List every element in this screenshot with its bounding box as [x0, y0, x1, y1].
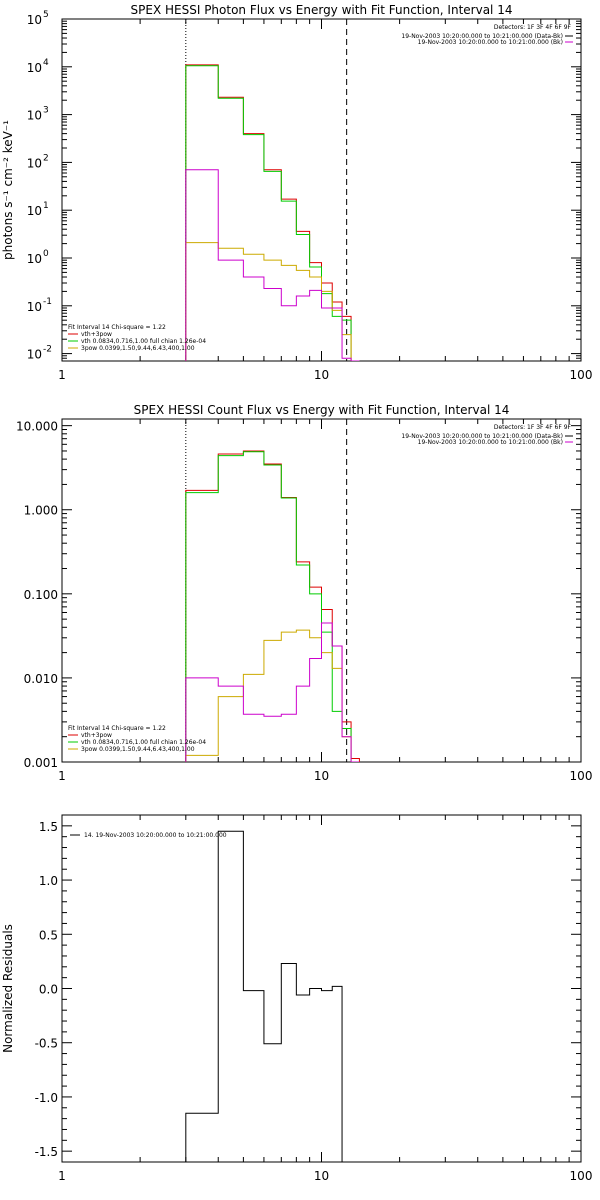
count-flux-chart: SPEX HESSI Count Flux vs Energy with Fit… — [16, 403, 592, 783]
legend-entry-label: 19-Nov-2003 10:20:00.000 to 10:21:00.000… — [418, 439, 563, 446]
series-vth-line — [185, 451, 360, 762]
y-tick-exponent: 3 — [43, 106, 49, 116]
series-14-19-nov-2003-10-20-00-000-to-10-21-00-000-line — [185, 830, 343, 1162]
y-axis-label: photons s⁻¹ cm⁻² keV⁻¹ — [1, 120, 15, 260]
y-tick-exponent: 1 — [43, 201, 49, 211]
x-tick-label: 100 — [570, 1169, 593, 1183]
y-tick-label: -1.5 — [35, 1145, 58, 1159]
series-vth-3pow-line — [185, 450, 360, 762]
y-tick-label: -1.0 — [35, 1091, 58, 1105]
y-tick-label: 1.000 — [24, 504, 58, 518]
legend-entry-label: 19-Nov-2003 10:20:00.000 to 10:21:00.000… — [418, 39, 563, 46]
y-tick-exponent: 2 — [43, 153, 49, 163]
y-tick-label: 10 — [27, 348, 42, 362]
y-tick-exponent: -1 — [43, 297, 52, 307]
y-tick-label: 0.0 — [39, 983, 58, 997]
y-tick-exponent: 5 — [43, 10, 49, 20]
residuals-chart: 1 10 100 1.5 1.0 0.5 0.0 -0.5 -1.0 -1.5 Normalized… — [1, 814, 593, 1183]
fit-legend-header: Fit Interval 14 Chi-square = 1.22 — [68, 725, 166, 732]
y-tick-label: 10 — [27, 61, 42, 75]
fit-legend-header: Fit Interval 14 Chi-square = 1.22 — [68, 324, 166, 331]
y-tick-label: 10 — [27, 156, 42, 170]
series-3pow-line — [185, 629, 360, 762]
x-tick-label: 1 — [58, 1169, 66, 1183]
y-tick-exponent: 0 — [43, 249, 49, 259]
y-tick-label: 0.100 — [24, 588, 58, 602]
x-tick-label: 100 — [570, 769, 593, 783]
fit-legend-entry: vth 0.0834,0.716,1.00 full chian 1.26e-0… — [81, 739, 206, 746]
fit-legend-entry: vth+3pow — [81, 331, 112, 338]
y-tick-exponent: 4 — [43, 58, 49, 68]
x-tick-label: 100 — [570, 368, 593, 382]
legend-entry-label: 19-Nov-2003 10:20:00.000 to 10:21:00.000… — [401, 433, 563, 440]
y-tick-label: 10 — [27, 252, 42, 266]
fit-legend-entry: 3pow 0.0399,1.50,9.44,6.43,400,1.00 — [81, 746, 195, 753]
chart-title: SPEX HESSI Count Flux vs Energy with Fit… — [134, 403, 510, 417]
y-tick-label: -0.5 — [35, 1037, 58, 1051]
y-tick-label: 0.5 — [39, 928, 58, 942]
y-tick-label: 10 — [27, 13, 42, 27]
detectors-label: Detectors: 1F 3F 4F 6F 9F — [494, 24, 572, 31]
y-tick-label: 0.001 — [24, 756, 58, 770]
y-tick-label: 10 — [27, 300, 42, 314]
plot-frame — [61, 18, 582, 362]
series-bk-line — [185, 622, 360, 762]
y-tick-label: 0.010 — [24, 672, 58, 686]
photon-flux-chart: SPEX HESSI Photon Flux vs Energy with Fi… — [1, 3, 592, 382]
y-tick-label: 1.0 — [39, 874, 58, 888]
series-vth-line — [185, 65, 360, 361]
y-tick-label: 1.5 — [39, 820, 58, 834]
x-tick-label: 1 — [58, 769, 66, 783]
chart-title: SPEX HESSI Photon Flux vs Energy with Fi… — [131, 3, 513, 17]
fit-legend-entry: vth+3pow — [81, 732, 112, 739]
x-tick-label: 10 — [314, 769, 329, 783]
y-axis-label: Normalized Residuals — [1, 924, 15, 1053]
x-tick-label: 10 — [314, 1169, 329, 1183]
series-bk-line — [185, 169, 360, 361]
fit-legend-entry: vth 0.0834,0.716,1.00 full chian 1.26e-0… — [81, 338, 206, 345]
y-tick-label: 10 — [27, 109, 42, 123]
fit-legend-entry: 3pow 0.0399,1.50,9.44,6.43,400,1.00 — [81, 345, 195, 352]
detectors-label: Detectors: 1F 3F 4F 6F 9F — [494, 424, 572, 431]
legend-entry-label: 14. 19-Nov-2003 10:20:00.000 to 10:21:00… — [84, 832, 227, 839]
y-tick-label: 10.000 — [16, 420, 58, 434]
x-tick-label: 10 — [314, 368, 329, 382]
y-tick-exponent: -2 — [43, 345, 52, 355]
y-tick-label: 10 — [27, 204, 42, 218]
legend-entry-label: 19-Nov-2003 10:20:00.000 to 10:21:00.000… — [401, 33, 563, 40]
x-tick-label: 1 — [58, 368, 66, 382]
